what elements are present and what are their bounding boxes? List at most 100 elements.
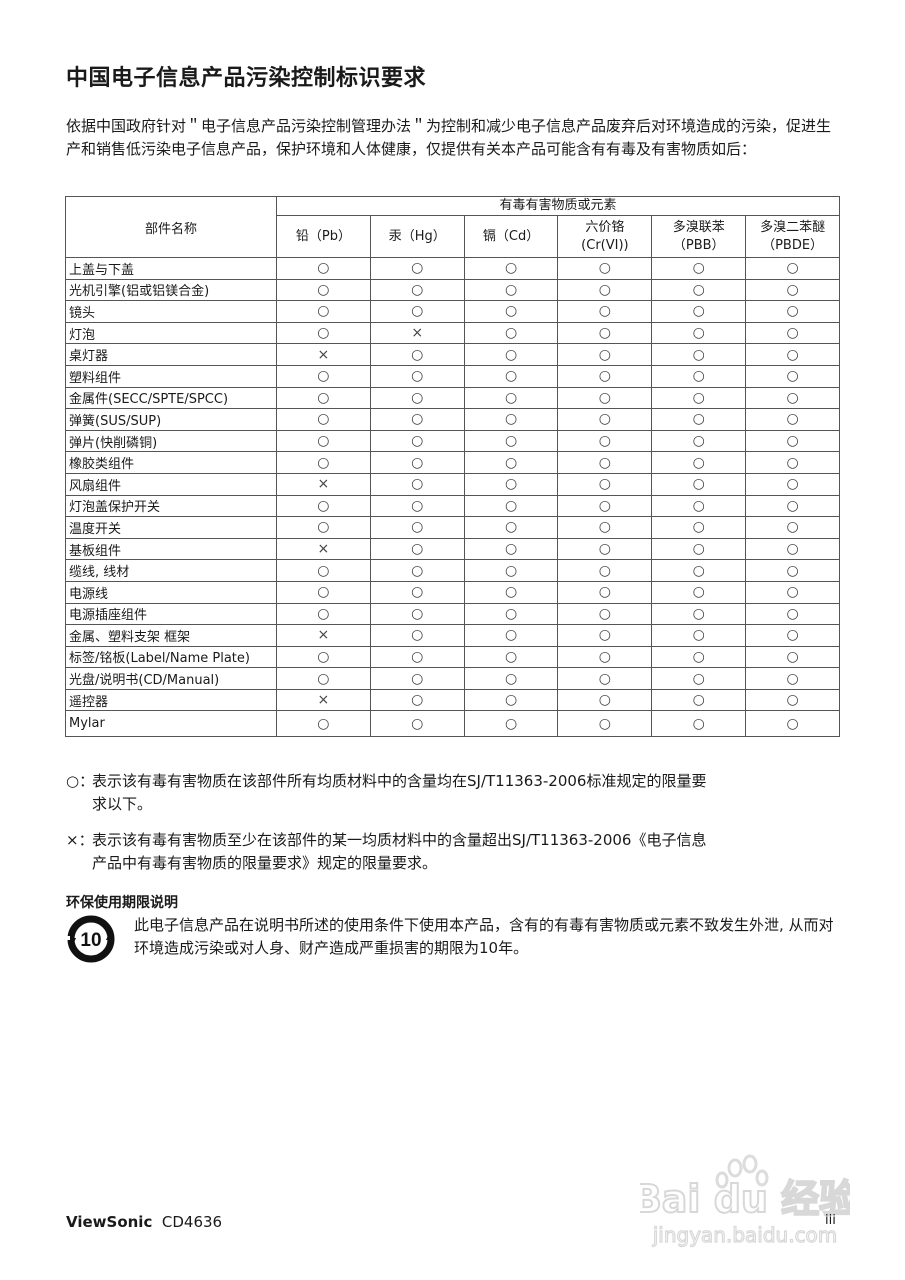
substance-mark-cell: ○	[463, 624, 559, 647]
table-row: 标签/铭板(Label/Name Plate) ○ ○ ○ ○ ○ ○	[65, 645, 840, 669]
table-row: 遥控器 × ○ ○ ○ ○ ○	[65, 688, 840, 712]
part-name-cell: 塑料组件	[65, 364, 277, 388]
note-text: 表示该有毒有害物质在该部件所有均质材料中的含量均在SJ/T11363-2006标…	[92, 772, 707, 790]
substance-mark-cell: ○	[651, 645, 747, 669]
substance-mark-cell: ○	[369, 364, 465, 388]
column-header-line: (Cr(VI))	[581, 237, 629, 253]
substance-mark-cell: ○	[745, 429, 840, 453]
substance-column-header: 多溴联苯 （PBB）	[651, 215, 747, 258]
substance-column-header: 汞（Hg）	[369, 215, 465, 258]
substance-column-header: 镉（Cd）	[463, 215, 559, 258]
substance-mark-cell: ○	[463, 494, 559, 518]
note-symbol: ×：	[66, 831, 94, 849]
substance-mark-cell: ○	[369, 688, 465, 712]
column-header-line: （PBB）	[672, 237, 725, 253]
substance-mark-cell: ○	[369, 257, 465, 280]
substance-mark-cell: ○	[557, 451, 653, 474]
substance-mark-cell: ×	[276, 624, 371, 647]
substance-mark-cell: ○	[745, 300, 840, 323]
substance-mark-cell: ○	[463, 408, 559, 431]
part-name-cell: 灯泡盖保护开关	[65, 494, 277, 518]
substance-mark-cell: ○	[557, 667, 653, 690]
note-symbol: ○：	[66, 772, 95, 790]
substance-mark-cell: ○	[369, 451, 465, 474]
substance-mark-cell: ○	[745, 559, 840, 582]
substance-mark-cell: ○	[651, 494, 747, 518]
substance-mark-cell: ○	[557, 257, 653, 280]
table-row: 温度开关 ○ ○ ○ ○ ○ ○	[65, 516, 840, 539]
substance-mark-cell: ○	[745, 364, 840, 388]
column-header-line: 镉（Cd）	[482, 228, 540, 244]
substance-mark-cell: ○	[745, 688, 840, 712]
eco-period-title: 环保使用期限说明	[66, 895, 178, 911]
substance-mark-cell: ○	[745, 343, 840, 366]
substance-mark-cell: ○	[369, 343, 465, 366]
substance-mark-cell: ○	[651, 429, 747, 453]
substance-mark-cell: ○	[463, 472, 559, 496]
substance-mark-cell: ○	[276, 602, 371, 626]
substance-mark-cell: ○	[276, 300, 371, 323]
table-row: 光机引擎(铝或铝镁合金) ○ ○ ○ ○ ○ ○	[65, 278, 840, 302]
substance-mark-cell: ○	[369, 559, 465, 582]
part-name-cell: 基板组件	[65, 537, 277, 561]
substance-mark-cell: ○	[651, 472, 747, 496]
substance-mark-cell: ○	[369, 516, 465, 539]
substance-mark-cell: ○	[651, 537, 747, 561]
substance-mark-cell: ○	[745, 667, 840, 690]
substance-mark-cell: ○	[369, 667, 465, 690]
table-row: 风扇组件 × ○ ○ ○ ○ ○	[65, 472, 840, 496]
part-name-cell: 桌灯器	[65, 343, 277, 366]
substance-mark-cell: ○	[651, 559, 747, 582]
brand-name: ViewSonic	[66, 1213, 153, 1231]
substance-mark-cell: ×	[276, 343, 371, 366]
substance-mark-cell: ○	[463, 278, 559, 302]
note-text: 表示该有毒有害物质至少在该部件的某一均质材料中的含量超出SJ/T11363-20…	[92, 831, 707, 849]
substance-mark-cell: ○	[463, 580, 559, 604]
substance-mark-cell: ○	[463, 559, 559, 582]
substance-mark-cell: ○	[651, 278, 747, 302]
table-row: Mylar ○ ○ ○ ○ ○ ○	[65, 710, 840, 738]
substance-mark-cell: ○	[745, 580, 840, 604]
substance-mark-cell: ○	[745, 321, 840, 345]
substance-mark-cell: ○	[276, 451, 371, 474]
substance-mark-cell: ○	[369, 278, 465, 302]
part-name-cell: 温度开关	[65, 516, 277, 539]
note-text-cont: 求以下。	[92, 795, 153, 813]
substances-group-header: 有毒有害物质或元素	[276, 196, 840, 216]
substance-mark-cell: ○	[463, 645, 559, 669]
substance-mark-cell: ○	[651, 321, 747, 345]
substance-mark-cell: ○	[557, 386, 653, 410]
page-number: iii	[825, 1213, 836, 1228]
substance-mark-cell: ○	[463, 451, 559, 474]
hazardous-substances-table: 部件名称 有毒有害物质或元素 铅（Pb） 汞（Hg） 镉（Cd） 六价铬 (Cr(VI)…	[65, 196, 840, 738]
watermark-url: jingyan.baidu.com	[652, 1223, 838, 1247]
table-row: 灯泡盖保护开关 ○ ○ ○ ○ ○ ○	[65, 494, 840, 518]
substance-mark-cell: ○	[745, 451, 840, 474]
substance-mark-cell: ○	[557, 537, 653, 561]
table-row: 缆线, 线材 ○ ○ ○ ○ ○ ○	[65, 559, 840, 582]
table-row: 弹片(快削磷铜) ○ ○ ○ ○ ○ ○	[65, 429, 840, 453]
column-header-line: 多溴二苯醚	[760, 219, 826, 235]
part-name-cell: 电源插座组件	[65, 602, 277, 626]
substance-mark-cell: ○	[276, 710, 371, 738]
table-row: 光盘/说明书(CD/Manual) ○ ○ ○ ○ ○ ○	[65, 667, 840, 690]
part-name-cell: 金属、塑料支架 框架	[65, 624, 277, 647]
substance-column-header: 多溴二苯醚 （PBDE）	[745, 215, 840, 258]
column-header-line: （PBDE）	[762, 237, 824, 253]
substance-mark-cell: ○	[276, 408, 371, 431]
substance-mark-cell: ○	[369, 537, 465, 561]
substance-mark-cell: ○	[369, 624, 465, 647]
substance-mark-cell: ○	[745, 516, 840, 539]
substance-mark-cell: ○	[463, 710, 559, 738]
substance-mark-cell: ○	[557, 624, 653, 647]
part-name-header: 部件名称	[65, 196, 277, 258]
part-name-cell: 弹簧(SUS/SUP)	[65, 408, 277, 431]
substance-mark-cell: ○	[557, 580, 653, 604]
part-name-cell: 缆线, 线材	[65, 559, 277, 582]
substance-column-header: 铅（Pb）	[276, 215, 371, 258]
substance-mark-cell: ○	[276, 321, 371, 345]
substance-mark-cell: ○	[276, 257, 371, 280]
table-row: 电源线 ○ ○ ○ ○ ○ ○	[65, 580, 840, 604]
substance-mark-cell: ○	[276, 559, 371, 582]
substance-mark-cell: ○	[276, 645, 371, 669]
